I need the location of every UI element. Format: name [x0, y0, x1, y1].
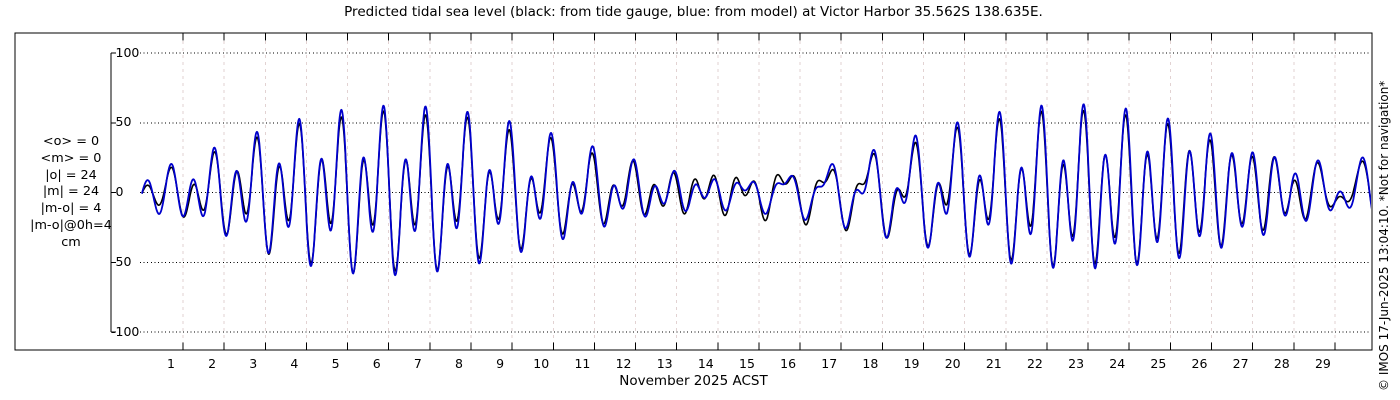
stats-line: <m> = 0 [40, 150, 102, 166]
chart-title: Predicted tidal sea level (black: from t… [344, 4, 1043, 20]
stats-line: |m-o|@0h=4 [30, 217, 112, 233]
stats-box: <o> = 0 <m> = 0 |o| = 24 |m| = 24 |m-o| = 4 |… [15, 134, 127, 252]
copyright-watermark: © IMOS 17-Jun-2025 13:04:10. *Not for na… [1377, 80, 1391, 391]
stats-line: |o| = 24 [45, 167, 97, 183]
stats-line: |m| = 24 [42, 184, 100, 200]
stats-line: |m-o| = 4 [40, 201, 102, 217]
stats-line: <o> = 0 [42, 134, 100, 149]
x-axis-label: November 2025 ACST [619, 373, 768, 389]
model-curve [141, 103, 1371, 277]
plot-border [14, 32, 1373, 351]
stats-line: cm [61, 234, 81, 250]
